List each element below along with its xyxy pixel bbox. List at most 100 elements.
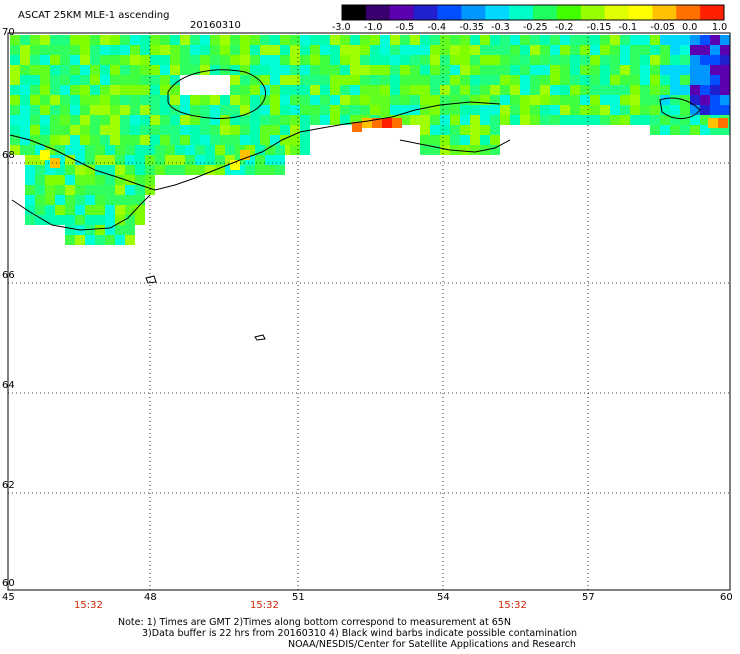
data-cell (220, 125, 230, 135)
data-cell (75, 145, 85, 155)
data-cell (40, 35, 50, 45)
data-cell (100, 35, 110, 45)
data-cell (35, 175, 45, 185)
data-cell (160, 75, 170, 85)
data-cell (680, 65, 690, 75)
data-cell (710, 85, 720, 95)
data-cell (300, 55, 310, 65)
data-cell (320, 85, 330, 95)
data-cell (125, 175, 135, 185)
data-cell (20, 45, 30, 55)
data-cell (270, 135, 280, 145)
data-cell (90, 35, 100, 45)
data-cell (35, 185, 45, 195)
data-cell (400, 55, 410, 65)
data-cell (340, 105, 350, 115)
data-cell (610, 35, 620, 45)
colorbar-swatch (461, 5, 486, 20)
data-cell (90, 115, 100, 125)
lat-label: 64 (2, 380, 15, 391)
data-cell (40, 65, 50, 75)
data-cell (370, 65, 380, 75)
data-cell (420, 145, 430, 155)
data-cell (540, 45, 550, 55)
data-cell (120, 95, 130, 105)
data-cell (90, 75, 100, 85)
data-cell (460, 135, 470, 145)
data-cell (530, 65, 540, 75)
data-cell (510, 95, 520, 105)
data-cell (20, 65, 30, 75)
data-cell (55, 145, 65, 155)
data-cell (280, 125, 290, 135)
data-cell (125, 215, 135, 225)
data-cell (110, 85, 120, 95)
data-cell (40, 75, 50, 85)
data-cell (680, 75, 690, 85)
data-cell (690, 85, 700, 95)
data-cell (400, 85, 410, 95)
data-cell (175, 155, 185, 165)
data-cell (250, 75, 260, 85)
data-cell (660, 85, 670, 95)
data-cell (215, 145, 225, 155)
data-cell (280, 105, 290, 115)
data-cell (620, 95, 630, 105)
data-cell (250, 35, 260, 45)
data-cell (300, 115, 310, 125)
data-cell (95, 165, 105, 175)
data-cell (660, 125, 670, 135)
data-cell (115, 205, 125, 215)
data-cell (10, 45, 20, 55)
data-cell (70, 85, 80, 95)
data-cell (60, 85, 70, 95)
data-cell (310, 75, 320, 85)
data-cell (630, 75, 640, 85)
data-cell (120, 45, 130, 55)
data-cell (120, 125, 130, 135)
data-cell (185, 165, 195, 175)
data-cell (165, 165, 175, 175)
data-cell (260, 115, 270, 125)
data-cell (400, 105, 410, 115)
data-cell (150, 105, 160, 115)
data-cell (550, 85, 560, 95)
data-cell (220, 95, 230, 105)
data-cell (190, 55, 200, 65)
data-cell (85, 165, 95, 175)
data-cell (260, 35, 270, 45)
data-cell (230, 35, 240, 45)
data-cell (650, 85, 660, 95)
data-cell (360, 35, 370, 45)
data-cell (430, 75, 440, 85)
data-cell (580, 75, 590, 85)
data-cell (135, 145, 145, 155)
data-cell (560, 35, 570, 45)
data-cell (105, 235, 115, 245)
data-cell (20, 135, 30, 145)
data-cell (260, 55, 270, 65)
data-cell (40, 150, 50, 160)
data-cell (275, 155, 285, 165)
data-cell (240, 95, 250, 105)
data-cell (470, 115, 480, 125)
data-cell (500, 115, 510, 125)
data-cell (470, 125, 480, 135)
data-cell (630, 115, 640, 125)
data-cell (670, 35, 680, 45)
data-cell (680, 85, 690, 95)
data-cell (410, 45, 420, 55)
data-cell (310, 115, 320, 125)
data-cell (540, 75, 550, 85)
data-cell (480, 65, 490, 75)
data-cell (115, 195, 125, 205)
data-cell (350, 45, 360, 55)
data-cell (330, 75, 340, 85)
colorbar-label: 1.0 (712, 22, 728, 33)
data-cell (85, 145, 95, 155)
data-cell (530, 55, 540, 65)
data-cell (55, 205, 65, 215)
data-cell (420, 85, 430, 95)
data-cell (510, 65, 520, 75)
data-cell (420, 115, 430, 125)
